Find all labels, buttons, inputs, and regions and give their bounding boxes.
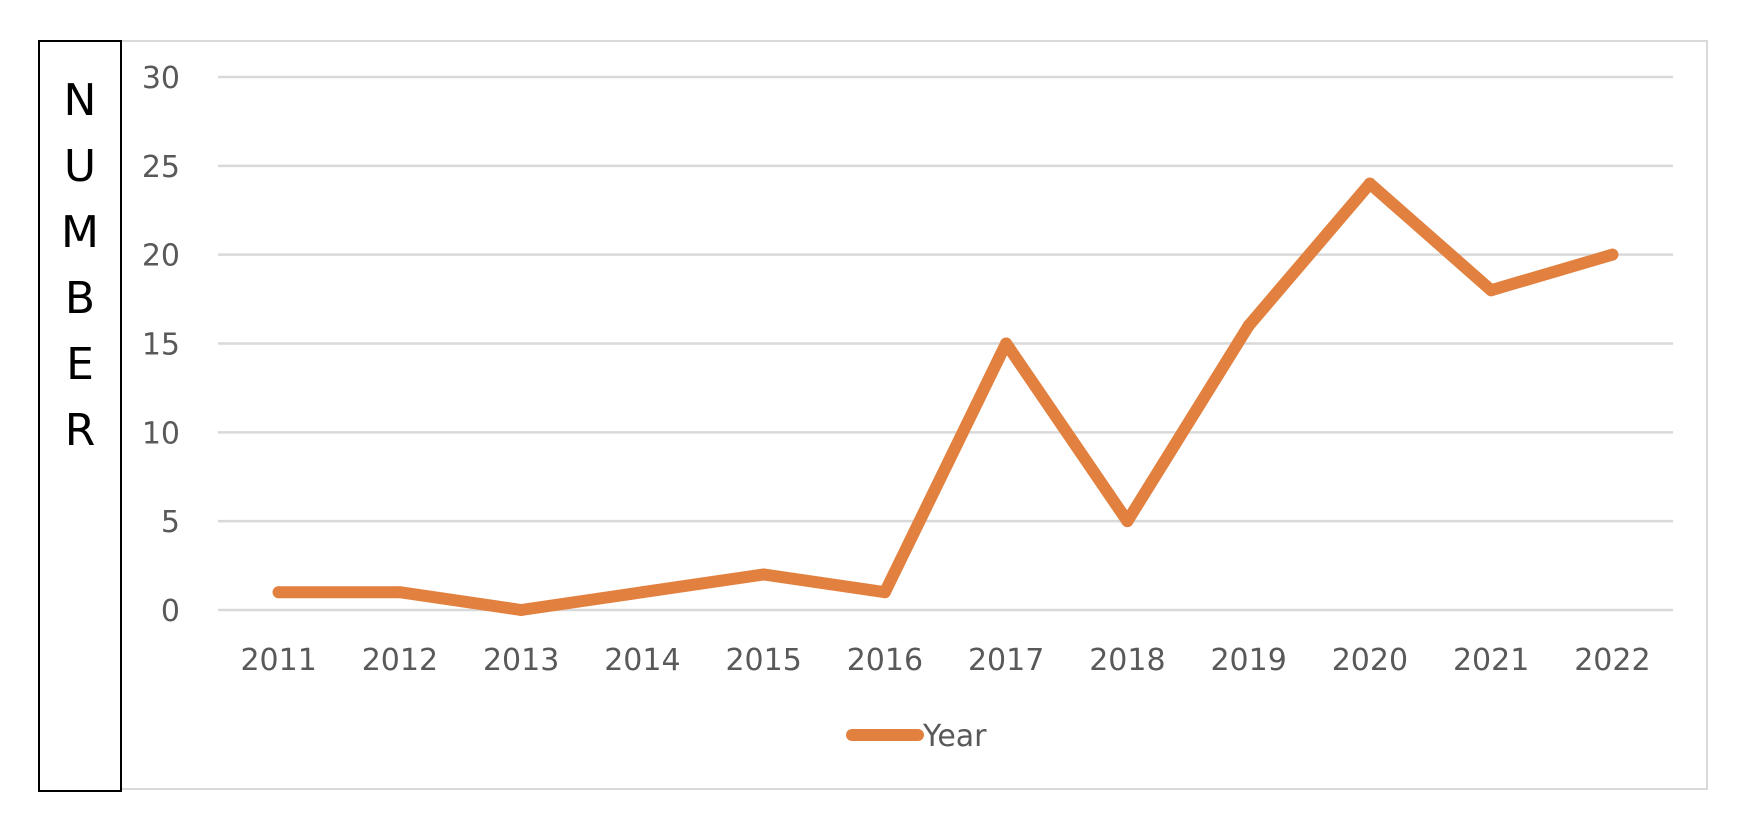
data-point (1485, 284, 1498, 297)
y-axis-ticks: 0 5 10 15 20 25 30 (142, 61, 180, 629)
x-tick-label: 2012 (362, 643, 438, 678)
x-tick-label: 2014 (604, 643, 680, 678)
x-tick-label: 2021 (1453, 643, 1529, 678)
data-point (1242, 319, 1255, 332)
x-tick-label: 2020 (1332, 643, 1408, 678)
y-tick-label: 10 (142, 416, 180, 451)
legend: Year (846, 719, 987, 754)
data-point (272, 586, 285, 599)
data-point (1121, 515, 1134, 528)
data-point (636, 586, 649, 599)
y-tick-label: 25 (142, 150, 180, 185)
gridlines (218, 75, 1673, 612)
data-point (393, 586, 406, 599)
x-tick-label: 2019 (1210, 643, 1286, 678)
y-tick-label: 0 (161, 594, 180, 629)
data-point (878, 586, 891, 599)
data-point (1000, 337, 1013, 350)
series-layer (272, 177, 1619, 616)
x-tick-label: 2015 (725, 643, 801, 678)
x-tick-label: 2017 (968, 643, 1044, 678)
x-tick-label: 2022 (1574, 643, 1650, 678)
data-point (757, 568, 770, 581)
data-point (515, 604, 528, 616)
y-tick-label: 5 (161, 505, 180, 540)
data-point (1606, 248, 1619, 261)
x-tick-label: 2011 (240, 643, 316, 678)
y-tick-label: 30 (142, 61, 180, 96)
x-axis-ticks: 2011 2012 2013 2014 2015 2016 2017 2018 2019 2020… (240, 643, 1650, 678)
y-axis-label: N U M B E R (61, 75, 99, 456)
legend-label: Year (922, 719, 987, 754)
x-tick-label: 2013 (483, 643, 559, 678)
x-tick-label: 2018 (1089, 643, 1165, 678)
y-tick-label: 15 (142, 328, 180, 363)
y-axis-label-box: N U M B E R (38, 40, 122, 792)
y-tick-label: 20 (142, 239, 180, 274)
x-tick-label: 2016 (847, 643, 923, 678)
data-point (1363, 177, 1376, 190)
series-line (272, 177, 1619, 616)
